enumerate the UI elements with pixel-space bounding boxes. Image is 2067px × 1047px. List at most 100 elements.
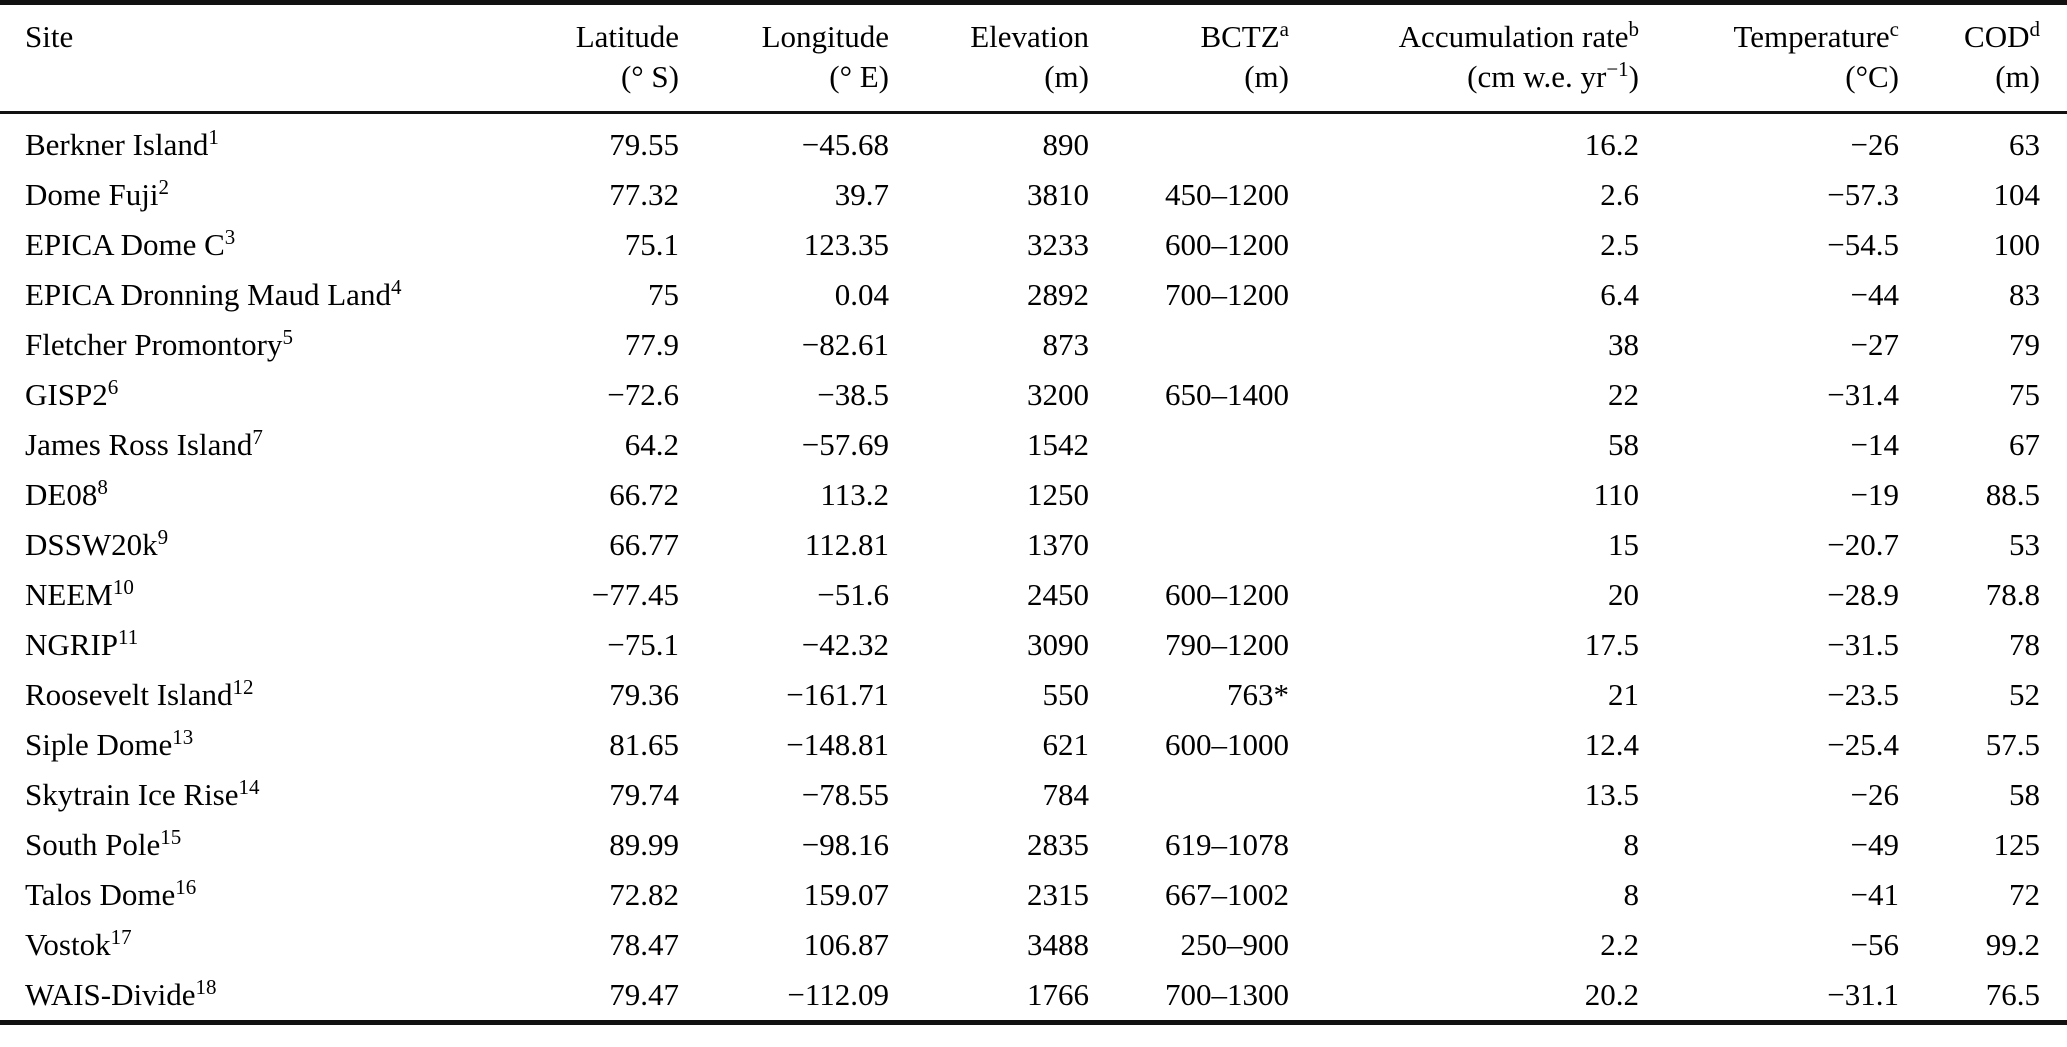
site-cell: Siple Dome13 <box>0 720 545 770</box>
site-footnote-ref: 8 <box>97 475 108 499</box>
latitude-cell: 64.2 <box>624 427 679 462</box>
cod-cell: 57.5 <box>1985 727 2040 762</box>
unit-temperature-text: (°C) <box>1845 59 1899 94</box>
bctz-cell: 763* <box>1227 677 1289 712</box>
bctz-cell <box>1090 320 1290 370</box>
accumulation-cell: 15 <box>1608 527 1639 562</box>
site-cell: EPICA Dronning Maud Land4 <box>0 270 545 320</box>
header-cod: CODd <box>1900 3 2067 58</box>
bctz-cell <box>1090 770 1290 820</box>
longitude-cell: −57.69 <box>801 427 889 462</box>
accumulation-cell: 20.2 <box>1584 977 1639 1012</box>
latitude-cell: −72.6 <box>607 377 679 412</box>
unit-elevation-text: (m) <box>1044 59 1089 94</box>
accumulation-cell: 12.4 <box>1584 727 1639 762</box>
site-name: WAIS-Divide <box>25 977 196 1012</box>
longitude-cell: −148.81 <box>786 727 889 762</box>
header-bctz-footnote: a <box>1279 17 1289 41</box>
cod-cell: 63 <box>2009 127 2040 162</box>
table-row: EPICA Dronning Maud Land4 75 0.04 2892 700–1… <box>0 270 2067 320</box>
header-longitude: Longitude <box>680 3 890 58</box>
longitude-cell: 123.35 <box>803 227 889 262</box>
accumulation-cell: 2.2 <box>1600 927 1639 962</box>
unit-site <box>0 57 545 113</box>
table-row: DSSW20k9 66.77 112.81 1370 15 −20.7 53 <box>0 520 2067 570</box>
header-elevation-label: Elevation <box>970 19 1089 54</box>
unit-accumulation: (cm w.e. yr−1) <box>1290 57 1640 113</box>
accumulation-cell: 17.5 <box>1584 627 1639 662</box>
cod-cell: 52 <box>2009 677 2040 712</box>
elevation-cell: 2315 <box>1027 877 1089 912</box>
unit-longitude: (° E) <box>680 57 890 113</box>
site-name: Dome Fuji <box>25 177 159 212</box>
cod-cell: 125 <box>1993 827 2041 862</box>
latitude-cell: −77.45 <box>591 577 679 612</box>
cod-cell: 67 <box>2009 427 2040 462</box>
header-bctz-label: BCTZ <box>1200 19 1280 54</box>
site-cell: NEEM10 <box>0 570 545 620</box>
cod-cell: 75 <box>2009 377 2040 412</box>
site-footnote-ref: 6 <box>107 375 119 399</box>
site-name: South Pole <box>25 827 161 862</box>
longitude-cell: −38.5 <box>817 377 889 412</box>
temperature-cell: −31.5 <box>1827 627 1899 662</box>
site-name: Talos Dome <box>25 877 176 912</box>
header-cod-label: COD <box>1964 19 2030 54</box>
elevation-cell: 1766 <box>1027 977 1089 1012</box>
longitude-cell: −45.68 <box>801 127 889 162</box>
bctz-cell <box>1090 420 1290 470</box>
cod-cell: 79 <box>2009 327 2040 362</box>
site-footnote-ref: 10 <box>112 575 134 599</box>
cod-cell: 72 <box>2009 877 2040 912</box>
temperature-cell: −31.4 <box>1827 377 1899 412</box>
site-cell: Talos Dome16 <box>0 870 545 920</box>
table-row: Talos Dome16 72.82 159.07 2315 667–1002 8 −41 7… <box>0 870 2067 920</box>
site-name: Vostok <box>25 927 111 962</box>
latitude-cell: 77.32 <box>609 177 679 212</box>
elevation-cell: 550 <box>1042 677 1090 712</box>
bctz-cell <box>1090 520 1290 570</box>
site-footnote-ref: 15 <box>160 825 182 849</box>
elevation-cell: 3810 <box>1027 177 1089 212</box>
table-header: Site Latitude Longitude Elevation BCTZa … <box>0 3 2067 113</box>
unit-bctz: (m) <box>1090 57 1290 113</box>
accumulation-cell: 6.4 <box>1600 277 1639 312</box>
accumulation-cell: 22 <box>1608 377 1639 412</box>
temperature-cell: −26 <box>1850 777 1899 812</box>
elevation-cell: 621 <box>1042 727 1090 762</box>
site-cell: South Pole15 <box>0 820 545 870</box>
header-label-row: Site Latitude Longitude Elevation BCTZa … <box>0 3 2067 58</box>
latitude-cell: 79.74 <box>609 777 679 812</box>
elevation-cell: 1542 <box>1027 427 1089 462</box>
cod-cell: 53 <box>2009 527 2040 562</box>
longitude-cell: 113.2 <box>820 477 889 512</box>
cod-cell: 78.8 <box>1985 577 2040 612</box>
latitude-cell: 75 <box>648 277 679 312</box>
unit-latitude: (° S) <box>545 57 680 113</box>
unit-cod-text: (m) <box>1995 59 2040 94</box>
table-row: Vostok17 78.47 106.87 3488 250–900 2.2 −56 99.2 <box>0 920 2067 970</box>
latitude-cell: 81.65 <box>609 727 679 762</box>
accumulation-cell: 16.2 <box>1584 127 1639 162</box>
unit-temperature: (°C) <box>1640 57 1900 113</box>
cod-cell: 100 <box>1993 227 2041 262</box>
site-cell: WAIS-Divide18 <box>0 970 545 1023</box>
table-row: Berkner Island1 79.55 −45.68 890 16.2 −26 63 <box>0 113 2067 171</box>
cod-cell: 58 <box>2009 777 2040 812</box>
longitude-cell: 159.07 <box>803 877 889 912</box>
accumulation-cell: 2.5 <box>1600 227 1639 262</box>
unit-accumulation-exponent: −1 <box>1606 57 1629 81</box>
table-row: NGRIP11 −75.1 −42.32 3090 790–1200 17.5 −31.5 7… <box>0 620 2067 670</box>
site-footnote-ref: 7 <box>252 425 263 449</box>
header-temperature: Temperaturec <box>1640 3 1900 58</box>
bctz-cell: 600–1200 <box>1165 577 1289 612</box>
table-row: Skytrain Ice Rise14 79.74 −78.55 784 13.5 −26… <box>0 770 2067 820</box>
elevation-cell: 2892 <box>1027 277 1089 312</box>
accumulation-cell: 8 <box>1623 827 1640 862</box>
header-accumulation-label: Accumulation rate <box>1398 19 1629 54</box>
header-cod-footnote: d <box>2029 17 2041 41</box>
site-name: NGRIP <box>25 627 119 662</box>
latitude-cell: 79.55 <box>609 127 679 162</box>
elevation-cell: 784 <box>1042 777 1090 812</box>
